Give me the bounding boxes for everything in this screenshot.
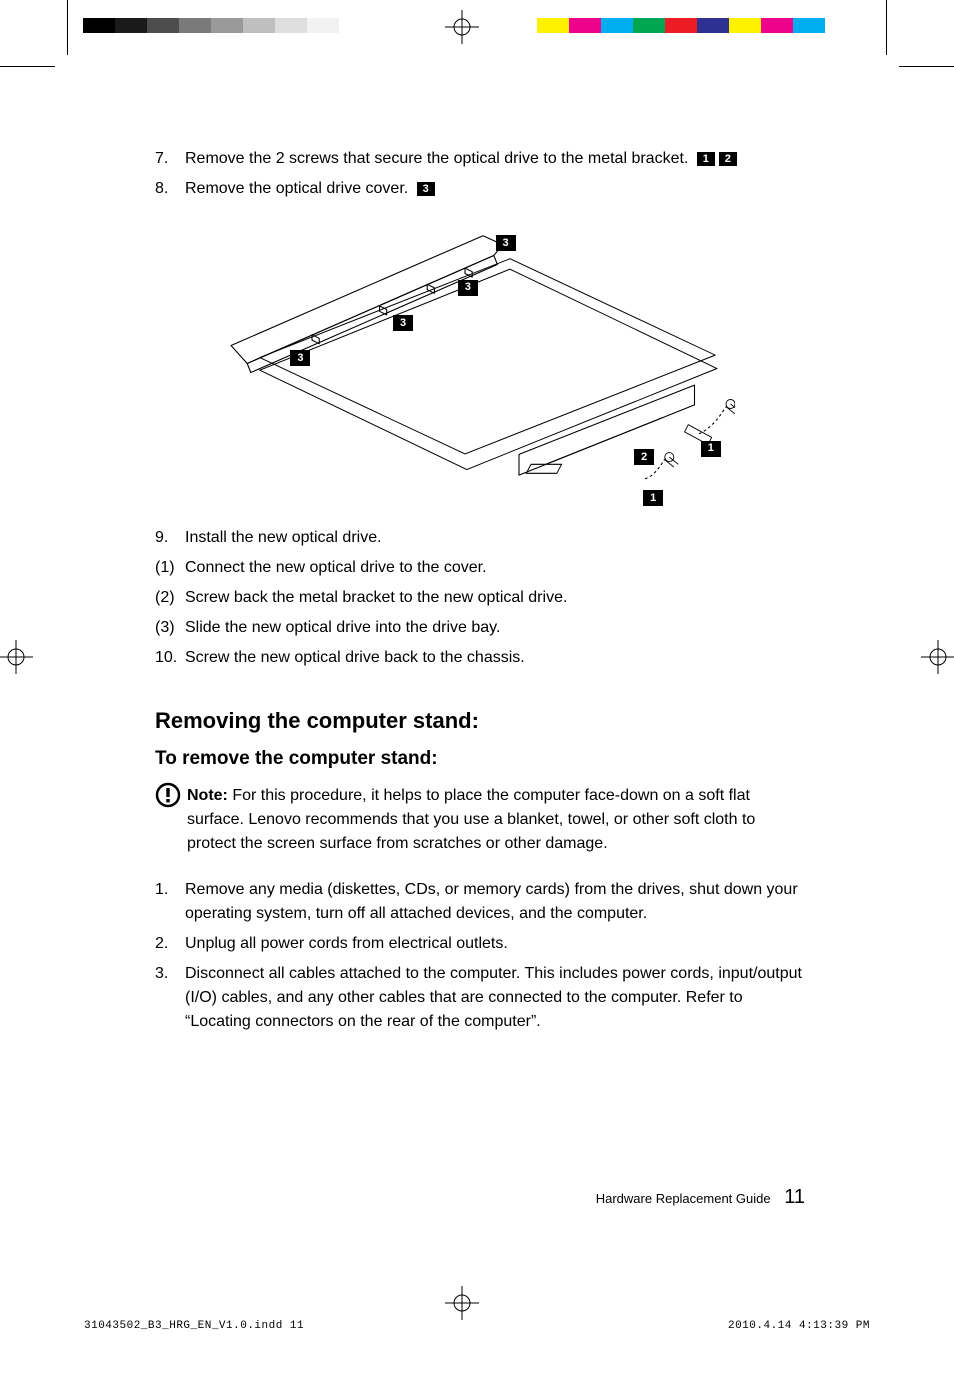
diagram-callout: 2 [634, 449, 654, 465]
diagram-callout: 3 [290, 350, 310, 366]
step: (1)Connect the new optical drive to the … [155, 556, 805, 580]
swatch [697, 18, 729, 33]
swatch [825, 18, 857, 33]
footer-text: Hardware Replacement Guide [596, 1191, 771, 1206]
sub-heading: To remove the computer stand: [155, 745, 805, 774]
swatch [601, 18, 633, 33]
swatch [115, 18, 147, 33]
callout-ref: 1 [697, 152, 715, 166]
step-number: 9. [155, 526, 185, 550]
printer-greyscale-bar [83, 18, 371, 33]
step-number: (1) [155, 556, 185, 580]
registration-mark [0, 640, 33, 674]
diagram-callout: 3 [458, 280, 478, 296]
section-heading: Removing the computer stand: [155, 704, 805, 737]
step-number: 8. [155, 177, 185, 201]
swatch [665, 18, 697, 33]
swatch [569, 18, 601, 33]
swatch [83, 18, 115, 33]
step-text: Slide the new optical drive into the dri… [185, 616, 805, 640]
step: 1.Remove any media (diskettes, CDs, or m… [155, 878, 805, 926]
step-text: Screw the new optical drive back to the … [185, 646, 805, 670]
step-number: 1. [155, 878, 185, 926]
swatch [793, 18, 825, 33]
step-text: Install the new optical drive. [185, 526, 805, 550]
crop-mark [0, 66, 55, 67]
callout-ref: 3 [417, 182, 435, 196]
slug-date: 2010.4.14 4:13:39 PM [728, 1318, 870, 1335]
step-number: 3. [155, 962, 185, 1034]
print-slug: 31043502_B3_HRG_EN_V1.0.indd 11 2010.4.1… [84, 1318, 870, 1335]
crop-mark [899, 66, 954, 67]
step-text: Disconnect all cables attached to the co… [185, 962, 805, 1034]
swatch [339, 18, 371, 33]
diagram-callout: 1 [701, 441, 721, 457]
page-body: 7.Remove the 2 screws that secure the op… [155, 147, 805, 1040]
swatch [243, 18, 275, 33]
crop-mark [67, 0, 68, 55]
step: 10.Screw the new optical drive back to t… [155, 646, 805, 670]
swatch [307, 18, 339, 33]
step-number: (2) [155, 586, 185, 610]
registration-mark [921, 640, 954, 674]
swatch [179, 18, 211, 33]
step-number: 7. [155, 147, 185, 171]
step-number: 2. [155, 932, 185, 956]
swatch [633, 18, 665, 33]
step-text: Remove the optical drive cover. 3 [185, 177, 805, 201]
step: 9.Install the new optical drive. [155, 526, 805, 550]
step-text: Remove the 2 screws that secure the opti… [185, 147, 805, 171]
swatch [761, 18, 793, 33]
page-footer: Hardware Replacement Guide 11 [155, 1182, 805, 1212]
swatch [147, 18, 179, 33]
step: 2.Unplug all power cords from electrical… [155, 932, 805, 956]
callout-ref: 2 [719, 152, 737, 166]
note-block: Note: For this procedure, it helps to pl… [155, 784, 805, 856]
optical-drive-diagram: 3 3 3 3 2 1 1 [195, 211, 735, 516]
step: 3.Disconnect all cables attached to the … [155, 962, 805, 1034]
step-text: Connect the new optical drive to the cov… [185, 556, 805, 580]
step-number: (3) [155, 616, 185, 640]
swatch [537, 18, 569, 33]
slug-file: 31043502_B3_HRG_EN_V1.0.indd 11 [84, 1318, 304, 1335]
step: 8.Remove the optical drive cover. 3 [155, 177, 805, 201]
step: 7.Remove the 2 screws that secure the op… [155, 147, 805, 171]
caution-icon [155, 782, 181, 808]
step: (3)Slide the new optical drive into the … [155, 616, 805, 640]
diagram-callout: 3 [393, 315, 413, 331]
printer-color-bar [537, 18, 857, 33]
step: (2)Screw back the metal bracket to the n… [155, 586, 805, 610]
crop-mark [886, 0, 887, 55]
swatch [729, 18, 761, 33]
page-number: 11 [784, 1186, 805, 1208]
swatch [275, 18, 307, 33]
step-text: Screw back the metal bracket to the new … [185, 586, 805, 610]
registration-mark [445, 1286, 479, 1320]
note-text: Note: For this procedure, it helps to pl… [187, 784, 805, 856]
step-text: Remove any media (diskettes, CDs, or mem… [185, 878, 805, 926]
step-number: 10. [155, 646, 185, 670]
step-text: Unplug all power cords from electrical o… [185, 932, 805, 956]
swatch [211, 18, 243, 33]
registration-mark [445, 10, 479, 44]
diagram-callout: 1 [643, 490, 663, 506]
diagram-callout: 3 [496, 235, 516, 251]
